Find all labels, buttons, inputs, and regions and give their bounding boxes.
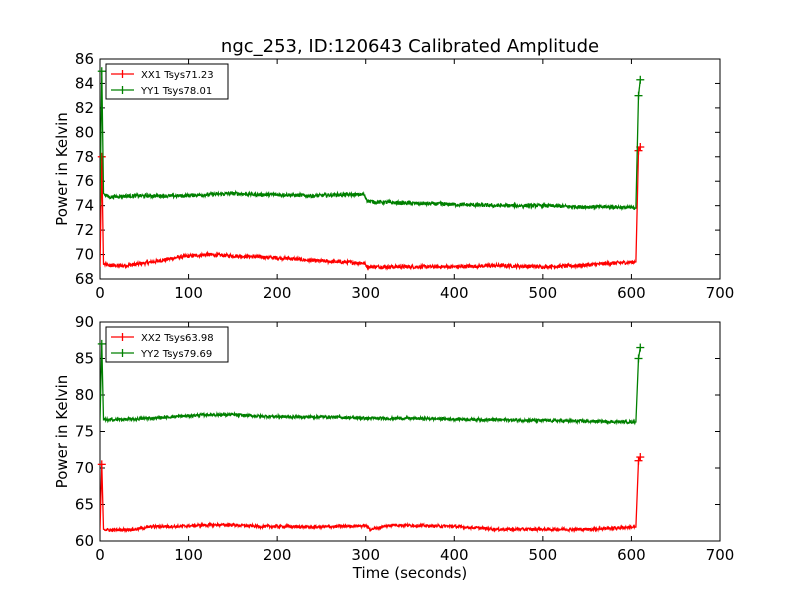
x-tick-label: 600 bbox=[617, 546, 646, 564]
legend-label: YY1 Tsys78.01 bbox=[140, 86, 212, 97]
y-tick-label: 65 bbox=[75, 496, 94, 514]
y-tick-label: 60 bbox=[75, 532, 94, 550]
x-tick-label: 600 bbox=[617, 284, 646, 302]
y-axis-label: Power in Kelvin bbox=[53, 112, 71, 226]
x-tick-label: 300 bbox=[351, 284, 380, 302]
upper-plot: 0 100 200 300 400 500 600 700 68 70 72 74 76 78 80 82 84… bbox=[53, 50, 734, 302]
x-tick-label: 100 bbox=[174, 546, 203, 564]
x-tick-label: 0 bbox=[95, 546, 105, 564]
x-axis-label: Time (seconds) bbox=[352, 564, 468, 582]
x-tick-label: 200 bbox=[263, 284, 292, 302]
y-tick-label: 85 bbox=[75, 350, 94, 368]
y-tick-label: 74 bbox=[75, 197, 94, 215]
series-line bbox=[100, 71, 641, 211]
x-tick-label: 300 bbox=[351, 546, 380, 564]
y-tick-label: 68 bbox=[75, 270, 94, 288]
x-tick-label: 400 bbox=[440, 284, 469, 302]
y-tick-label: 72 bbox=[75, 221, 94, 239]
y-tick-label: 84 bbox=[75, 74, 94, 92]
y-tick-label: 70 bbox=[75, 459, 94, 477]
x-tick-label: 100 bbox=[174, 284, 203, 302]
x-tick-label: 0 bbox=[95, 284, 105, 302]
x-tick-label: 700 bbox=[706, 284, 735, 302]
y-tick-label: 78 bbox=[75, 148, 94, 166]
figure-title: ngc_253, ID:120643 Calibrated Amplitude bbox=[221, 36, 599, 57]
x-tick-label: 700 bbox=[706, 546, 735, 564]
y-tick-label: 75 bbox=[75, 423, 94, 441]
legend-box bbox=[105, 63, 229, 100]
y-tick-label: 76 bbox=[75, 172, 94, 190]
y-tick-label: 90 bbox=[75, 313, 94, 331]
legend-box bbox=[105, 326, 229, 363]
lower-plot: 0 100 200 300 400 500 600 700 60 65 70 75 80 85 90 Powe… bbox=[53, 313, 734, 582]
x-tick-label: 200 bbox=[263, 546, 292, 564]
y-tick-label: 80 bbox=[75, 123, 94, 141]
y-tick-label: 82 bbox=[75, 99, 94, 117]
legend-label: XX1 Tsys71.23 bbox=[141, 70, 214, 81]
y-axis-label: Power in Kelvin bbox=[53, 375, 71, 489]
series-line bbox=[100, 146, 641, 271]
y-tick-label: 80 bbox=[75, 386, 94, 404]
series-line bbox=[100, 343, 641, 426]
x-tick-label: 500 bbox=[529, 546, 558, 564]
series-line bbox=[100, 456, 641, 534]
legend-label: XX2 Tsys63.98 bbox=[141, 333, 214, 344]
x-tick-label: 500 bbox=[529, 284, 558, 302]
legend-label: YY2 Tsys79.69 bbox=[140, 349, 212, 360]
y-tick-label: 70 bbox=[75, 246, 94, 264]
x-tick-label: 400 bbox=[440, 546, 469, 564]
y-tick-label: 86 bbox=[75, 50, 94, 68]
